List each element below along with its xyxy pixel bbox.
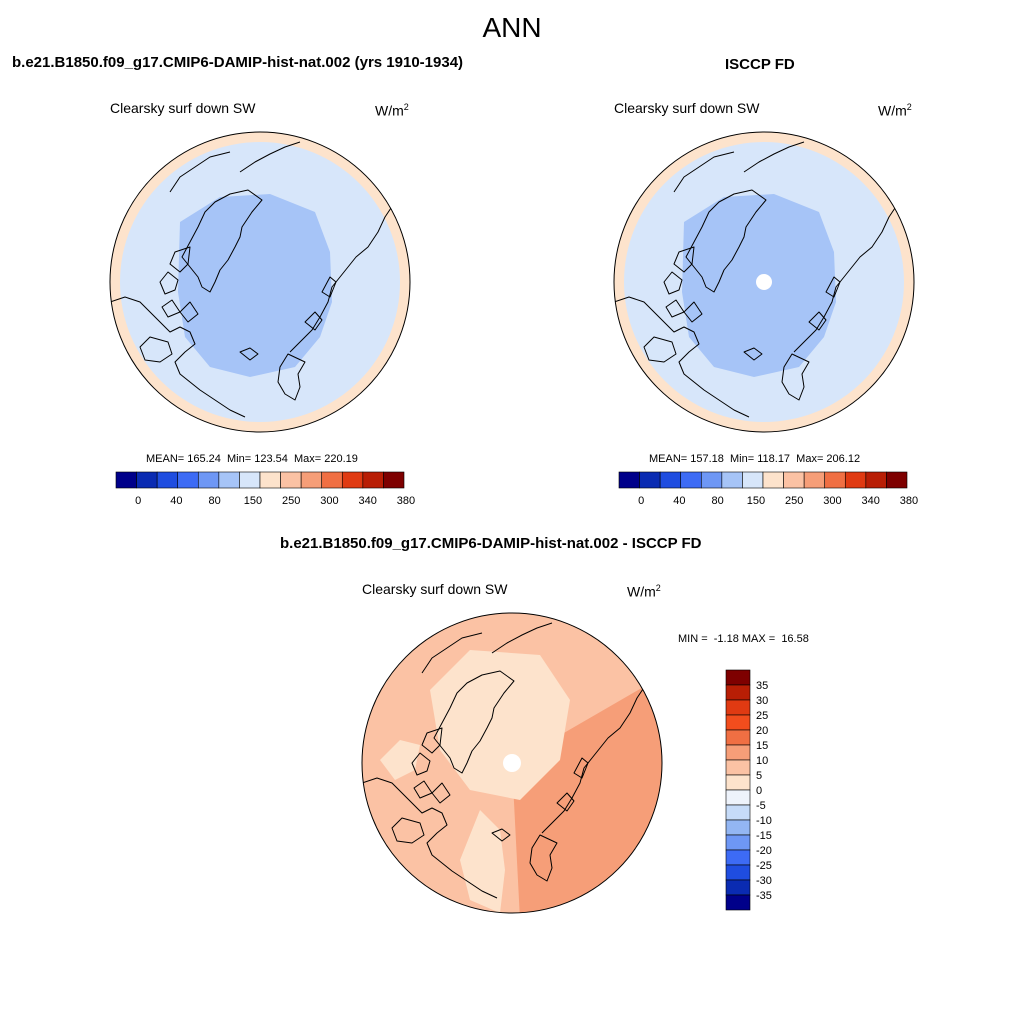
panel-3-colorbar-tick-label: 25	[756, 710, 768, 722]
panel-2-map-border	[613, 131, 915, 433]
panel-3-colorbar-swatch	[725, 834, 751, 851]
panel-1-colorbar-swatch	[383, 471, 405, 489]
panel-3-colorbar-swatch	[725, 684, 751, 701]
panel-1-map-border	[109, 131, 411, 433]
panel-3-colorbar-swatch	[725, 804, 751, 821]
panel-3-colorbar-swatch	[725, 864, 751, 881]
panel-2-colorbar-swatch	[659, 471, 682, 489]
panel-2-colorbar-tick-label: 40	[673, 495, 685, 507]
panel-2-units: W/m2	[878, 102, 912, 119]
panel-2-colorbar-tick-label: 340	[862, 495, 880, 507]
panel-2-colorbar-swatch	[618, 471, 640, 489]
panel-1-variable: Clearsky surf down SW	[110, 100, 256, 116]
panel-1-colorbar-swatch	[321, 471, 343, 489]
panel-1-colorbar-swatch	[177, 471, 199, 489]
panel-3-colorbar-swatch	[725, 699, 751, 716]
panel-2-colorbar-swatch	[803, 471, 826, 489]
panel-1-colorbar-swatch	[115, 471, 137, 489]
panel-2-colorbar-swatch	[639, 471, 661, 489]
panel-2-colorbar: 0 40 80 150 250 300 340 380	[618, 471, 918, 507]
panel-2-colorbar-swatch	[721, 471, 743, 489]
panel-3-colorbar-tick-label: -10	[756, 815, 772, 827]
panel-1-map	[110, 132, 410, 432]
figure-title: ANN	[482, 12, 542, 43]
panel-1-colorbar-swatch	[136, 471, 158, 489]
panel-3-colorbar-swatch	[725, 669, 751, 686]
panel-3-colorbar-swatch	[725, 744, 751, 761]
panel-3-colorbar-swatch	[725, 714, 751, 731]
panel-1-colorbar-tick-label: 80	[209, 495, 221, 507]
panel-3-colorbar-tick-label: -25	[756, 860, 772, 872]
panel-3-colorbar-tick-label: 30	[756, 695, 768, 707]
panel-2-colorbar-swatch	[844, 471, 867, 489]
panel-2-colorbar-swatch	[762, 471, 784, 489]
panel-1-colorbar-swatch	[197, 471, 220, 489]
panel-2-colorbar-tick-label: 300	[823, 495, 841, 507]
panel-3-map-border	[361, 612, 663, 914]
panel-2-colorbar-swatch	[700, 471, 723, 489]
panel-2-colorbar-tick-label: 380	[900, 495, 918, 507]
panel-2-colorbar-tick-label: 250	[785, 495, 803, 507]
panel-2-colorbar-swatch	[865, 471, 887, 489]
panel-3-colorbar-tick-label: 20	[756, 725, 768, 737]
panel-3-title: b.e21.B1850.f09_g17.CMIP6-DAMIP-hist-nat…	[280, 535, 702, 552]
panel-3-colorbar-tick-label: -20	[756, 845, 772, 857]
panel-1-colorbar-tick-label: 380	[397, 495, 415, 507]
panel-3-colorbar-tick-label: -35	[756, 890, 772, 902]
panel-3-colorbar-swatch	[725, 819, 751, 836]
panel-3-colorbar-swatch	[725, 849, 751, 866]
panel-2-colorbar-swatch	[886, 471, 908, 489]
panel-3-colorbar-tick-label: 10	[756, 755, 768, 767]
panel-3-variable: Clearsky surf down SW	[362, 581, 508, 597]
panel-1-colorbar-swatch	[362, 471, 384, 489]
panel-3-colorbar-tick-label: 35	[756, 680, 768, 692]
panel-1-stats: MEAN= 165.24 Min= 123.54 Max= 220.19	[146, 453, 358, 465]
panel-3-colorbar-tick-label: -15	[756, 830, 772, 842]
panel-3-colorbar: 35 30 25 20 15 10 5 0 -5 -10 -15 -20 -25 -30 -35	[725, 669, 772, 911]
panel-3-colorbar-swatch	[725, 879, 751, 896]
panel-3-colorbar-tick-label: 0	[756, 785, 762, 797]
panel-1-colorbar-tick-label: 250	[282, 495, 300, 507]
panel-3-colorbar-tick-label: 15	[756, 740, 768, 752]
panel-1-colorbar-tick-label: 340	[359, 495, 377, 507]
panel-3-colorbar-swatch	[725, 729, 751, 746]
panel-1-colorbar-swatch	[341, 471, 364, 489]
panel-1-colorbar-tick-label: 40	[170, 495, 182, 507]
panel-2-colorbar-tick-label: 150	[747, 495, 765, 507]
panel-1-colorbar-swatch	[239, 471, 261, 489]
panel-1-colorbar-swatch	[259, 471, 281, 489]
panel-3-colorbar-tick-label: -5	[756, 800, 766, 812]
panel-3-colorbar-swatch	[725, 774, 751, 791]
panel-2-stats: MEAN= 157.18 Min= 118.17 Max= 206.12	[649, 453, 861, 465]
panel-1-colorbar-swatch	[156, 471, 179, 489]
panel-1-colorbar-swatch	[300, 471, 323, 489]
panel-1-units: W/m2	[375, 102, 409, 119]
panel-1-colorbar-swatch	[280, 471, 302, 489]
panel-2-map	[614, 132, 914, 432]
panel-1-title: b.e21.B1850.f09_g17.CMIP6-DAMIP-hist-nat…	[12, 54, 464, 71]
panel-1-colorbar-tick-label: 300	[320, 495, 338, 507]
panel-2-title: ISCCP FD	[725, 56, 795, 73]
panel-3-colorbar-swatch	[725, 759, 751, 776]
panel-3-stats: MIN = -1.18 MAX = 16.58	[678, 633, 809, 645]
panel-2-variable: Clearsky surf down SW	[614, 100, 760, 116]
panel-3-colorbar-tick-label: 5	[756, 770, 762, 782]
panel-2-colorbar-swatch	[742, 471, 764, 489]
panel-2-colorbar-swatch	[824, 471, 846, 489]
panel-3-colorbar-tick-label: -30	[756, 875, 772, 887]
panel-3-colorbar-swatch	[725, 894, 751, 911]
panel-1-colorbar-swatch	[218, 471, 240, 489]
panel-2-colorbar-swatch	[783, 471, 805, 489]
panel-3-units: W/m2	[627, 583, 661, 600]
panel-3-colorbar-swatch	[725, 789, 751, 806]
panel-2-colorbar-swatch	[680, 471, 702, 489]
panel-2-colorbar-tick-label: 0	[638, 495, 644, 507]
panel-2-colorbar-tick-label: 80	[712, 495, 724, 507]
panel-1-colorbar: 0 40 80 150 250 300 340 380	[115, 471, 415, 507]
panel-1-colorbar-tick-label: 150	[244, 495, 262, 507]
panel-1-colorbar-tick-label: 0	[135, 495, 141, 507]
